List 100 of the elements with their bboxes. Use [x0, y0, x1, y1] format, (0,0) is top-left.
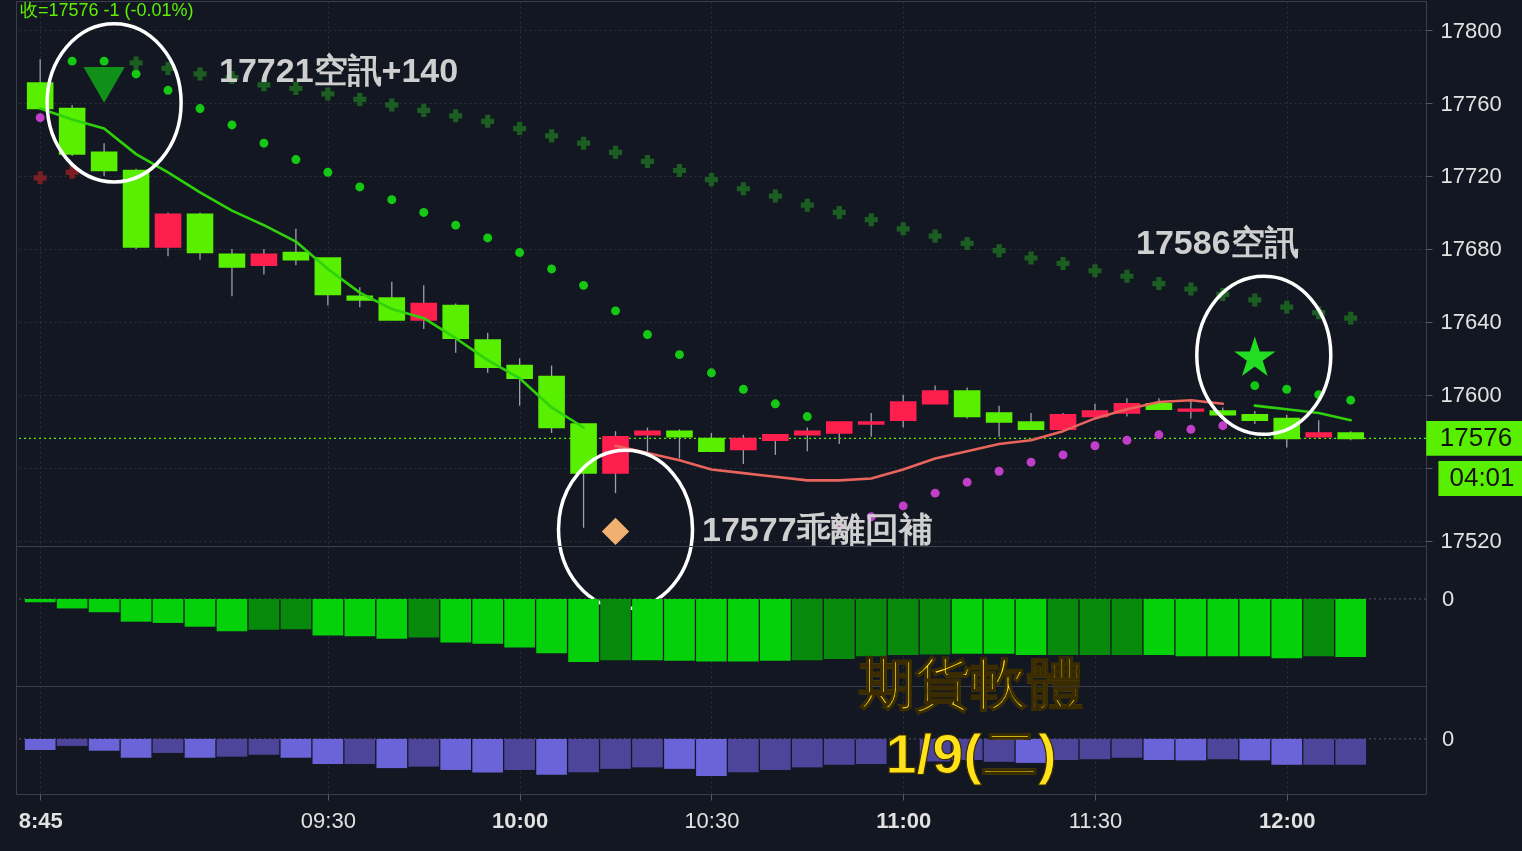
point	[163, 85, 173, 95]
point	[800, 198, 814, 212]
point	[1024, 251, 1038, 265]
point	[419, 207, 429, 217]
x-tick-label: 11:00	[876, 807, 932, 833]
point	[601, 517, 630, 546]
point	[1250, 381, 1260, 391]
candlestick	[1177, 399, 1205, 420]
point	[227, 120, 237, 130]
point	[674, 350, 684, 360]
y-tick-label: 17600	[1440, 382, 1502, 408]
point	[1218, 421, 1228, 431]
point	[1154, 430, 1164, 440]
point	[1090, 441, 1100, 451]
point	[994, 466, 1004, 476]
point	[864, 213, 878, 227]
point	[289, 81, 303, 96]
point	[1184, 282, 1198, 296]
annotation: 收=17576 -1 (-0.01%)	[20, 0, 194, 20]
point	[832, 205, 846, 219]
point	[195, 104, 205, 113]
annotation: 17577乖離回補	[702, 510, 933, 548]
point	[1344, 311, 1358, 325]
ref-line-label: 0	[1442, 725, 1455, 751]
point	[385, 98, 399, 112]
point	[1026, 457, 1036, 467]
point	[962, 477, 972, 487]
point	[483, 233, 493, 243]
x-tick-label: 11:30	[1068, 807, 1123, 833]
y-tick-label: 17640	[1440, 309, 1502, 335]
point	[387, 195, 397, 205]
point	[99, 56, 109, 66]
point	[513, 122, 527, 136]
point	[1346, 395, 1356, 405]
ref-line-label: 17576	[1439, 422, 1513, 453]
y-tick-label: 17760	[1440, 90, 1502, 116]
point	[193, 67, 207, 81]
point	[1280, 300, 1294, 314]
point	[1122, 435, 1132, 445]
point	[704, 173, 718, 187]
point	[67, 56, 77, 66]
point	[481, 114, 495, 128]
x-tick-label: 09:30	[300, 807, 356, 833]
point	[1282, 384, 1292, 394]
point	[1152, 277, 1166, 291]
point	[577, 136, 591, 150]
point	[770, 399, 780, 409]
point	[643, 330, 652, 340]
point	[802, 412, 812, 422]
point	[451, 220, 461, 230]
annotation: 17721空訊+140	[219, 51, 459, 89]
point	[992, 244, 1006, 258]
point	[640, 154, 654, 168]
point	[129, 56, 143, 70]
y-tick-label: 17520	[1440, 528, 1502, 554]
x-tick-label: 10:00	[491, 807, 549, 833]
point	[323, 167, 333, 177]
point	[291, 155, 301, 165]
point	[672, 164, 686, 178]
point	[579, 280, 589, 290]
text: 04:01	[1449, 462, 1515, 493]
point	[545, 129, 559, 143]
point	[611, 306, 620, 316]
x-tick-label: 8:45	[18, 807, 63, 833]
point	[449, 109, 463, 123]
point	[706, 368, 716, 378]
point	[736, 182, 750, 196]
point	[131, 69, 141, 79]
ref-line-label: 0	[1442, 585, 1455, 611]
point	[1088, 264, 1102, 278]
x-tick-label: 10:30	[684, 807, 740, 833]
point	[896, 222, 910, 236]
point	[898, 501, 908, 511]
point	[1186, 424, 1196, 434]
point	[928, 229, 942, 243]
point	[768, 189, 782, 203]
point	[35, 113, 45, 123]
point	[355, 182, 365, 192]
x-tick-label: 12:00	[1259, 807, 1316, 833]
point	[930, 488, 940, 498]
y-tick-label: 17800	[1440, 17, 1502, 43]
point	[738, 384, 748, 394]
point	[515, 248, 525, 257]
point	[547, 264, 557, 274]
point	[417, 103, 431, 117]
point	[321, 87, 335, 101]
point	[1120, 269, 1134, 283]
y-tick-label: 17720	[1440, 163, 1502, 189]
point	[1248, 293, 1262, 307]
annotation: 17586空訊	[1136, 223, 1299, 261]
point	[1056, 256, 1070, 270]
annotation: 期貨軟體	[858, 652, 1083, 715]
candlestick	[1305, 419, 1332, 440]
point	[33, 171, 47, 185]
point	[353, 92, 367, 106]
point	[960, 236, 974, 250]
point	[1058, 450, 1068, 460]
y-tick-label: 17680	[1440, 236, 1502, 262]
point	[259, 138, 269, 148]
point	[609, 145, 623, 159]
